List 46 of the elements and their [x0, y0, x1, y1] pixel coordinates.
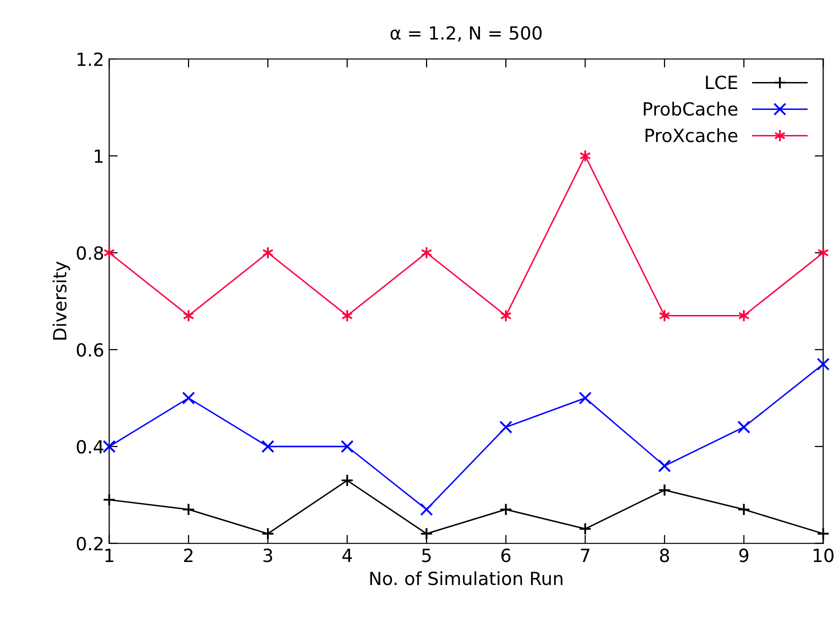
- point: [816, 527, 830, 540]
- point: [262, 246, 274, 260]
- legend-label: LCE: [706, 76, 738, 90]
- point: [816, 358, 830, 371]
- y-tick-label: 0.2: [76, 536, 103, 550]
- point: [500, 309, 512, 322]
- y-tick-label: 0.4: [76, 440, 104, 454]
- point: [420, 246, 432, 260]
- point: [658, 459, 671, 472]
- point: [182, 503, 195, 516]
- point: [102, 440, 116, 453]
- x-axis-title: No. of Simulation Run: [370, 571, 562, 586]
- point: [420, 503, 433, 516]
- point: [420, 527, 433, 540]
- point: [658, 484, 671, 497]
- point: [499, 503, 512, 516]
- point: [102, 493, 116, 506]
- x-tick-label: 2: [184, 548, 192, 562]
- x-tick-label: 5: [422, 548, 431, 562]
- point: [340, 474, 354, 487]
- x-tick-label: 1: [105, 548, 114, 562]
- x-tick-label: 10: [814, 548, 834, 562]
- x-tick-label: 3: [264, 548, 272, 562]
- x-tick-label: 6: [501, 548, 510, 562]
- y-tick-label: 1.2: [78, 52, 103, 66]
- legend-label: ProbCache: [644, 102, 738, 116]
- x-tick-label: 9: [739, 548, 748, 562]
- y-tick-label: 0.8: [76, 246, 104, 260]
- x-tick-label: 7: [580, 548, 590, 562]
- point: [340, 440, 354, 453]
- point: [261, 527, 274, 540]
- point: [182, 392, 195, 405]
- point: [261, 440, 274, 453]
- point: [737, 503, 750, 516]
- point: [578, 392, 592, 405]
- x-tick-label: 4: [342, 548, 352, 562]
- y-tick-label: 0.6: [76, 343, 104, 357]
- y-tick-label: 1: [94, 150, 103, 163]
- point: [499, 420, 512, 434]
- point: [578, 522, 592, 536]
- point: [738, 309, 750, 322]
- x-tick-label: 8: [660, 548, 670, 562]
- point: [737, 420, 750, 434]
- y-axis-title: Diversity: [52, 262, 70, 340]
- chart-title: α = 1.2, N = 500: [390, 26, 542, 42]
- legend-label: ProXcache: [646, 128, 738, 142]
